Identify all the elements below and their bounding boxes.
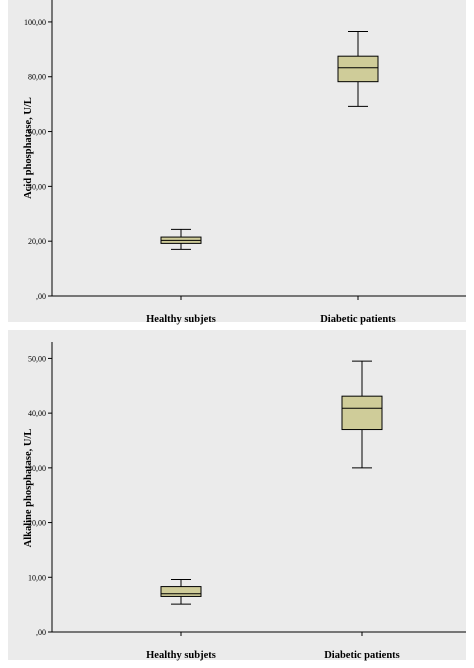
- iqr-box: [337, 55, 379, 83]
- y-axis-title: Acid phosphatase, U/L: [23, 97, 34, 199]
- y-tick-label: 100,00: [24, 18, 46, 27]
- y-tick-label: 40,00: [28, 409, 46, 418]
- iqr-box: [341, 395, 383, 431]
- y-tick-label: 30,00: [28, 464, 46, 473]
- y-tick-label: ,00: [36, 628, 46, 637]
- x-tick-label: Healthy subjets: [146, 650, 216, 661]
- y-tick-label: 60,00: [28, 128, 46, 137]
- y-tick-label: 40,00: [28, 182, 46, 191]
- y-tick-label: 10,00: [28, 573, 46, 582]
- iqr-box: [160, 586, 202, 597]
- y-tick-label: 20,00: [28, 519, 46, 528]
- y-tick-label: 50,00: [28, 354, 46, 363]
- x-tick-label: Diabetic patients: [324, 650, 400, 661]
- y-tick-label: ,00: [36, 292, 46, 301]
- panel-background: [8, 0, 466, 322]
- chart-panel: ,00 10,00 20,00 30,00 40,00 50,00 Alkaline pho…: [8, 330, 466, 661]
- y-tick-label: 80,00: [28, 73, 46, 82]
- y-tick-label: 20,00: [28, 237, 46, 246]
- panel-background: [8, 330, 466, 660]
- chart-panels: ,00 20,00 40,00 60,00 80,00 100,00 Acid phosph…: [8, 0, 466, 661]
- x-tick-label: Diabetic patients: [320, 314, 396, 325]
- x-tick-label: Healthy subjets: [146, 314, 216, 325]
- y-axis-title: Alkaline phosphatase, U/L: [23, 429, 34, 548]
- chart-panel: ,00 20,00 40,00 60,00 80,00 100,00 Acid phosph…: [8, 0, 466, 325]
